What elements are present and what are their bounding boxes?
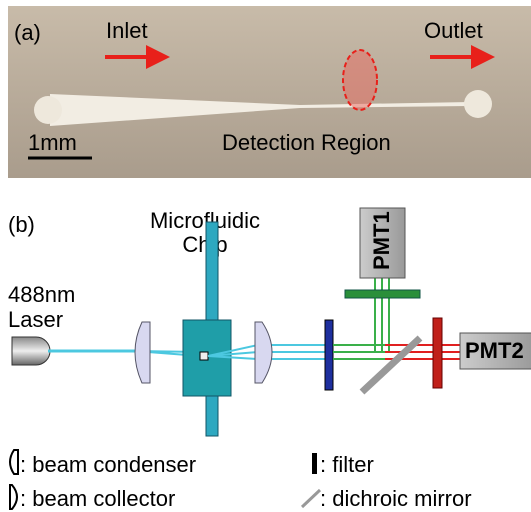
beam: [375, 278, 389, 352]
filter: [325, 320, 333, 390]
legend-text: : beam collector: [20, 486, 175, 511]
outlet-label: Outlet: [424, 18, 483, 43]
pmt2-label: PMT2: [465, 338, 524, 363]
collector-icon: [10, 485, 17, 509]
legend-text: : filter: [320, 452, 374, 477]
filter: [433, 318, 442, 388]
legend-text: : dichroic mirror: [320, 486, 472, 511]
region-label: Detection Region: [222, 130, 391, 155]
collector: [255, 322, 272, 383]
panel-label: (b): [8, 212, 35, 237]
laser-label: 488nm: [8, 282, 75, 307]
laser-label: Laser: [8, 307, 63, 332]
chip-label: Chip: [182, 232, 227, 257]
condenser-icon: [10, 450, 18, 474]
chip-spot: [200, 352, 208, 360]
pmt1-label: PMT1: [369, 211, 394, 270]
condenser: [135, 322, 150, 383]
legend-text: : beam condenser: [20, 452, 196, 477]
panel-a: (a) Inlet Outlet 1mm Detection Region: [8, 6, 531, 178]
figure: (a) Inlet Outlet 1mm Detection Region (b…: [0, 0, 531, 512]
filter-icon: [312, 453, 317, 474]
legend: : beam condenser : filter : beam collect…: [10, 450, 472, 511]
laser: [12, 337, 50, 365]
detection-ellipse: [343, 50, 377, 110]
dichroic-mirror: [362, 338, 420, 392]
panel-label: (a): [14, 20, 41, 45]
outlet-port: [464, 90, 492, 118]
inlet-label: Inlet: [106, 18, 148, 43]
chip-label: Microfluidic: [150, 208, 260, 233]
filter: [345, 290, 420, 298]
mirror-icon: [302, 490, 320, 507]
inlet-port: [34, 96, 62, 124]
scale-label: 1mm: [28, 130, 77, 155]
beam: [333, 345, 385, 359]
panel-b: (b) Microfluidic Chip 488nm Laser PMT1 P…: [8, 208, 531, 436]
